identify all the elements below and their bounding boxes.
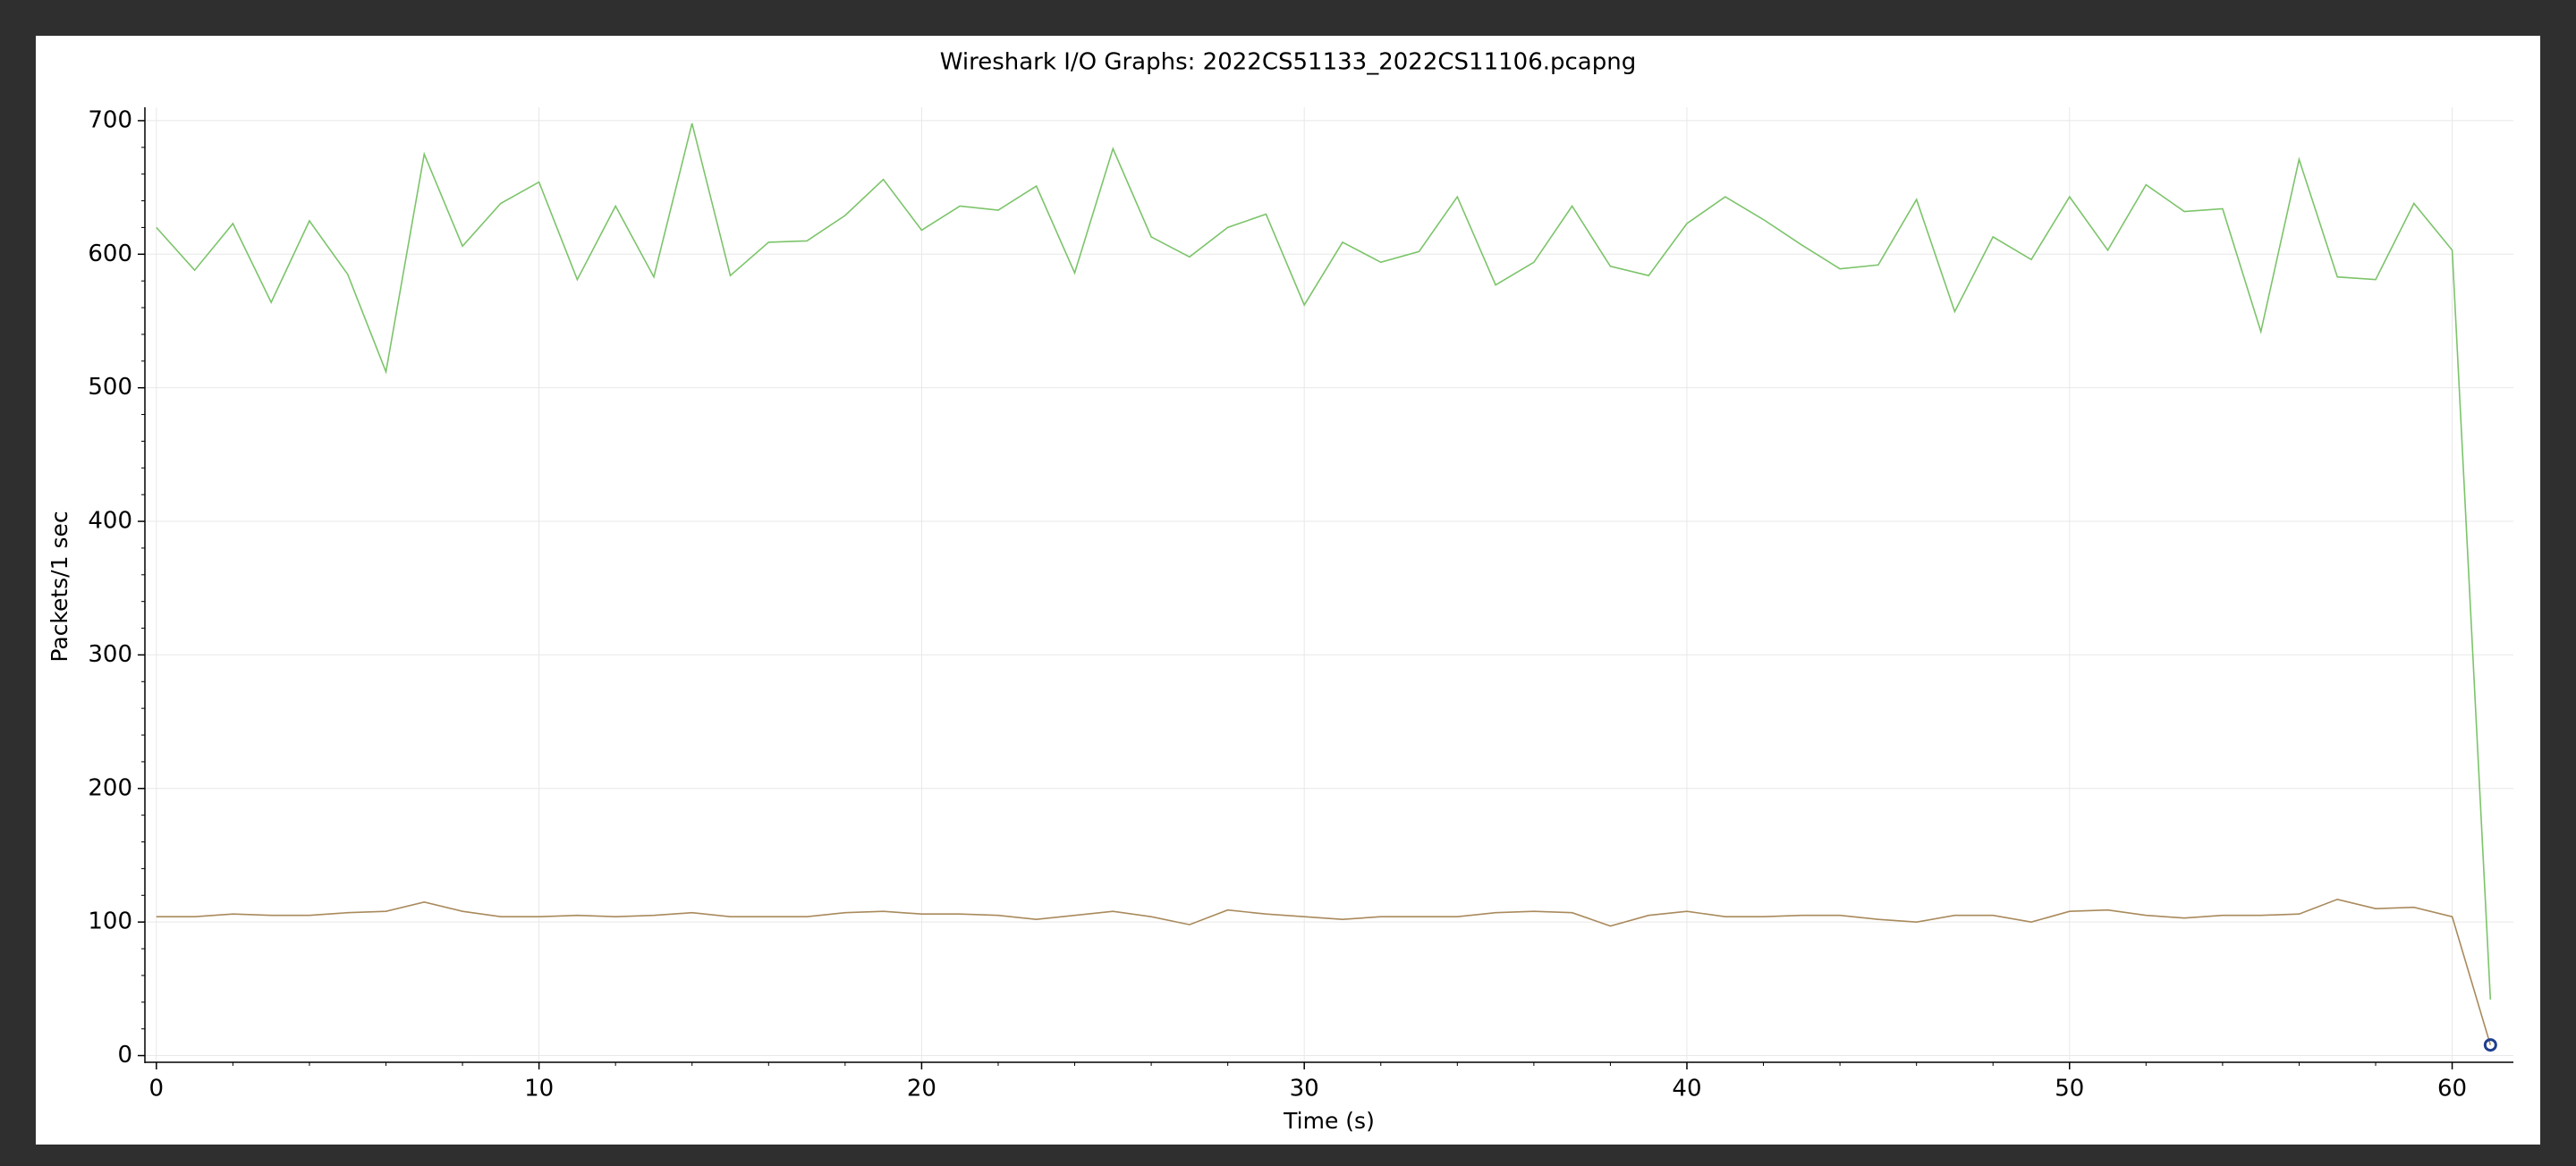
y-tick-label: 700 [88,106,132,133]
io-graph-chart: Wireshark I/O Graphs: 2022CS51133_2022CS… [47,49,2513,1134]
y-axis-title: Packets/1 sec [47,511,72,662]
y-tick-label: 100 [88,908,132,935]
y-tick-label: 0 [117,1042,132,1069]
series-line-1 [156,123,2492,1000]
series-layer [156,123,2492,1045]
chart-title: Wireshark I/O Graphs: 2022CS51133_2022CS… [940,49,1636,76]
y-tick-label: 600 [88,241,132,267]
x-tick-label: 60 [2437,1076,2467,1103]
x-tick-label: 10 [524,1076,554,1103]
x-tick-label: 50 [2055,1076,2084,1103]
y-tick-label: 300 [88,641,132,668]
x-tick-label: 40 [1672,1076,1701,1103]
x-tick-label: 30 [1290,1076,1319,1103]
data-point-marker [2483,1038,2497,1052]
x-axis-title: Time (s) [1283,1108,1375,1134]
axes: 0 100 200 300 400 500 600 700 0 10 20 30 40 50 60 [88,106,2513,1103]
x-tick-label: 0 [149,1076,165,1103]
y-tick-label: 200 [88,774,132,801]
y-tick-label: 500 [88,374,132,401]
grid-lines [145,107,2513,1062]
series-line-2 [156,898,2492,1045]
y-tick-label: 400 [88,508,132,535]
chart-frame: Wireshark I/O Graphs: 2022CS51133_2022CS… [36,36,2540,1145]
marker-layer [2483,1038,2497,1052]
x-tick-label: 20 [907,1076,936,1103]
